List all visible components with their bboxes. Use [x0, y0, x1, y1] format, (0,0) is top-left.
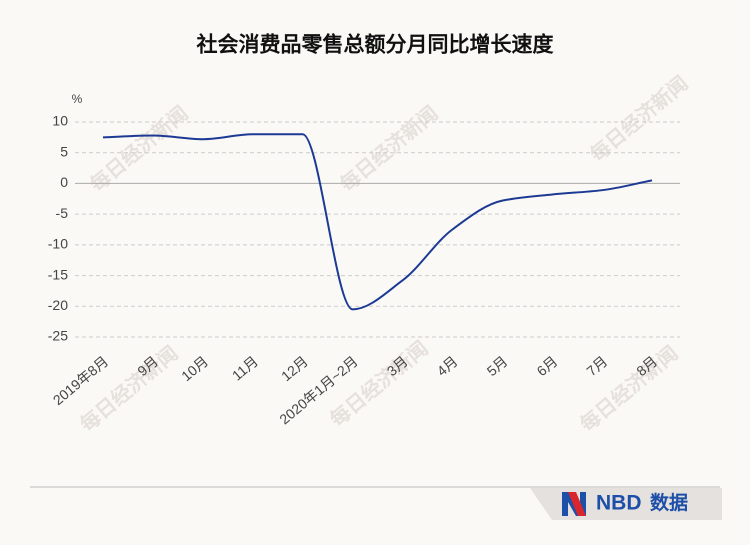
chart-title: 社会消费品零售总额分月同比增长速度 — [196, 33, 554, 57]
y-tick-label: 0 — [60, 174, 68, 190]
y-tick-label: 10 — [52, 113, 68, 129]
data-line — [102, 133, 653, 311]
y-tick-label: -5 — [56, 205, 69, 221]
logo-icon-accent — [568, 492, 586, 516]
y-tick-label: -20 — [48, 297, 68, 313]
y-tick-label: 5 — [60, 143, 68, 159]
logo-suffix: 数据 — [650, 491, 688, 514]
y-tick-label: -25 — [48, 328, 68, 344]
y-tick-label: -15 — [48, 266, 68, 282]
y-tick-label: -10 — [48, 236, 68, 252]
logo-brand: NBD — [596, 492, 642, 515]
y-unit: % — [72, 92, 83, 106]
